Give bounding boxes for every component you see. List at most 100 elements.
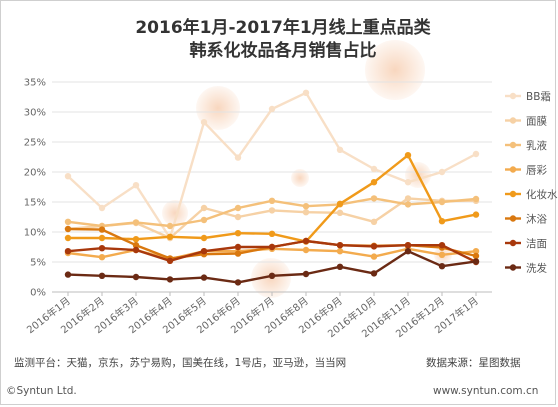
data-point bbox=[472, 252, 480, 260]
data-point bbox=[64, 225, 72, 233]
data-point bbox=[472, 258, 480, 265]
data-point bbox=[404, 242, 412, 249]
data-point bbox=[234, 243, 242, 251]
data-point bbox=[64, 271, 72, 278]
data-point bbox=[234, 213, 242, 221]
legend-label: 沐浴 bbox=[526, 213, 547, 226]
data-point bbox=[370, 218, 378, 225]
data-point bbox=[438, 242, 446, 249]
legend-swatch-marker bbox=[509, 264, 517, 271]
data-point bbox=[98, 245, 106, 252]
source-platforms: 监测平台：天猫，京东，苏宁易购，国美在线，1号店，亚马逊，当当网 bbox=[14, 357, 347, 369]
data-point bbox=[472, 195, 480, 203]
data-point bbox=[268, 197, 276, 204]
data-point bbox=[302, 89, 310, 97]
chart-title-line2: 韩系化妆品各月销售占比 bbox=[190, 40, 377, 61]
data-point bbox=[438, 263, 446, 270]
y-tick-label: 25% bbox=[24, 138, 46, 149]
data-point bbox=[64, 173, 72, 180]
data-point bbox=[438, 168, 446, 176]
x-axis: 2016年1月2016年2月2016年3月2016年4月2016年5月2016年… bbox=[24, 291, 492, 340]
data-point bbox=[166, 222, 174, 230]
data-point bbox=[404, 201, 412, 208]
data-point bbox=[200, 234, 208, 242]
data-point bbox=[404, 195, 412, 202]
data-point bbox=[370, 243, 378, 250]
legend-label: 化妆水 bbox=[526, 188, 558, 201]
data-point bbox=[404, 248, 412, 255]
data-point bbox=[302, 246, 310, 254]
data-point bbox=[438, 198, 446, 206]
data-point bbox=[336, 263, 344, 270]
data-point bbox=[268, 105, 276, 113]
data-point bbox=[132, 273, 140, 281]
legend-label: 洁面 bbox=[526, 237, 547, 250]
data-point bbox=[336, 146, 344, 153]
data-point bbox=[302, 237, 310, 245]
y-tick-label: 30% bbox=[24, 108, 46, 119]
legend-swatch-marker bbox=[509, 141, 517, 149]
website: www.syntun.com.cn bbox=[433, 385, 539, 397]
data-point bbox=[98, 226, 106, 233]
data-point bbox=[336, 209, 344, 216]
y-tick-label: 5% bbox=[30, 258, 46, 269]
data-point bbox=[234, 250, 242, 257]
data-point bbox=[234, 154, 242, 161]
data-point bbox=[234, 279, 242, 286]
data-point bbox=[404, 152, 412, 159]
data-point bbox=[370, 179, 378, 186]
data-point bbox=[166, 257, 174, 264]
data-point bbox=[302, 203, 310, 210]
data-point bbox=[438, 251, 446, 258]
legend-label: 面膜 bbox=[526, 116, 547, 128]
legend-swatch-marker bbox=[509, 92, 517, 100]
legend-label: 乳液 bbox=[526, 139, 547, 152]
data-point bbox=[98, 272, 106, 279]
legend-label: 洗发 bbox=[526, 262, 547, 275]
data-point bbox=[472, 248, 480, 255]
data-point bbox=[200, 248, 208, 255]
legend-swatch-marker bbox=[509, 166, 517, 173]
data-point bbox=[64, 248, 72, 255]
y-tick-label: 35% bbox=[24, 78, 46, 89]
data-point bbox=[336, 248, 344, 255]
watermark-bubbles bbox=[162, 40, 452, 298]
data-point bbox=[370, 165, 378, 173]
legend-swatch-marker bbox=[509, 239, 517, 247]
data-point bbox=[166, 276, 174, 283]
data-point bbox=[98, 204, 106, 212]
data-point bbox=[64, 218, 72, 225]
y-axis: 0% 5% 10% 15% 20% 25% 30% 35% bbox=[24, 78, 46, 299]
data-point bbox=[200, 204, 208, 212]
data-point bbox=[132, 219, 140, 226]
data-point bbox=[268, 230, 276, 237]
data-point bbox=[200, 274, 208, 281]
data-point bbox=[472, 150, 480, 158]
data-point bbox=[404, 179, 412, 186]
series-lines bbox=[64, 89, 480, 286]
data-point bbox=[302, 209, 310, 216]
data-point bbox=[200, 119, 208, 126]
y-tick-label: 20% bbox=[24, 168, 46, 179]
y-tick-label: 10% bbox=[24, 228, 46, 239]
data-point bbox=[302, 270, 310, 278]
data-point bbox=[64, 234, 72, 242]
data-point bbox=[132, 242, 140, 249]
chart-title-line1: 2016年1月-2017年1月线上重点品类 bbox=[135, 17, 431, 38]
data-point bbox=[370, 253, 378, 260]
data-point bbox=[336, 200, 344, 207]
y-tick-label: 0% bbox=[30, 288, 46, 299]
data-source: 数据来源：星图数据 bbox=[426, 357, 521, 369]
data-point bbox=[268, 243, 276, 251]
data-point bbox=[268, 272, 276, 279]
data-point bbox=[472, 211, 480, 218]
y-tick-label: 15% bbox=[24, 198, 46, 209]
data-point bbox=[336, 242, 344, 249]
legend-swatch-marker bbox=[509, 190, 517, 198]
data-point bbox=[370, 195, 378, 202]
data-point bbox=[166, 233, 174, 240]
data-point bbox=[200, 216, 208, 224]
